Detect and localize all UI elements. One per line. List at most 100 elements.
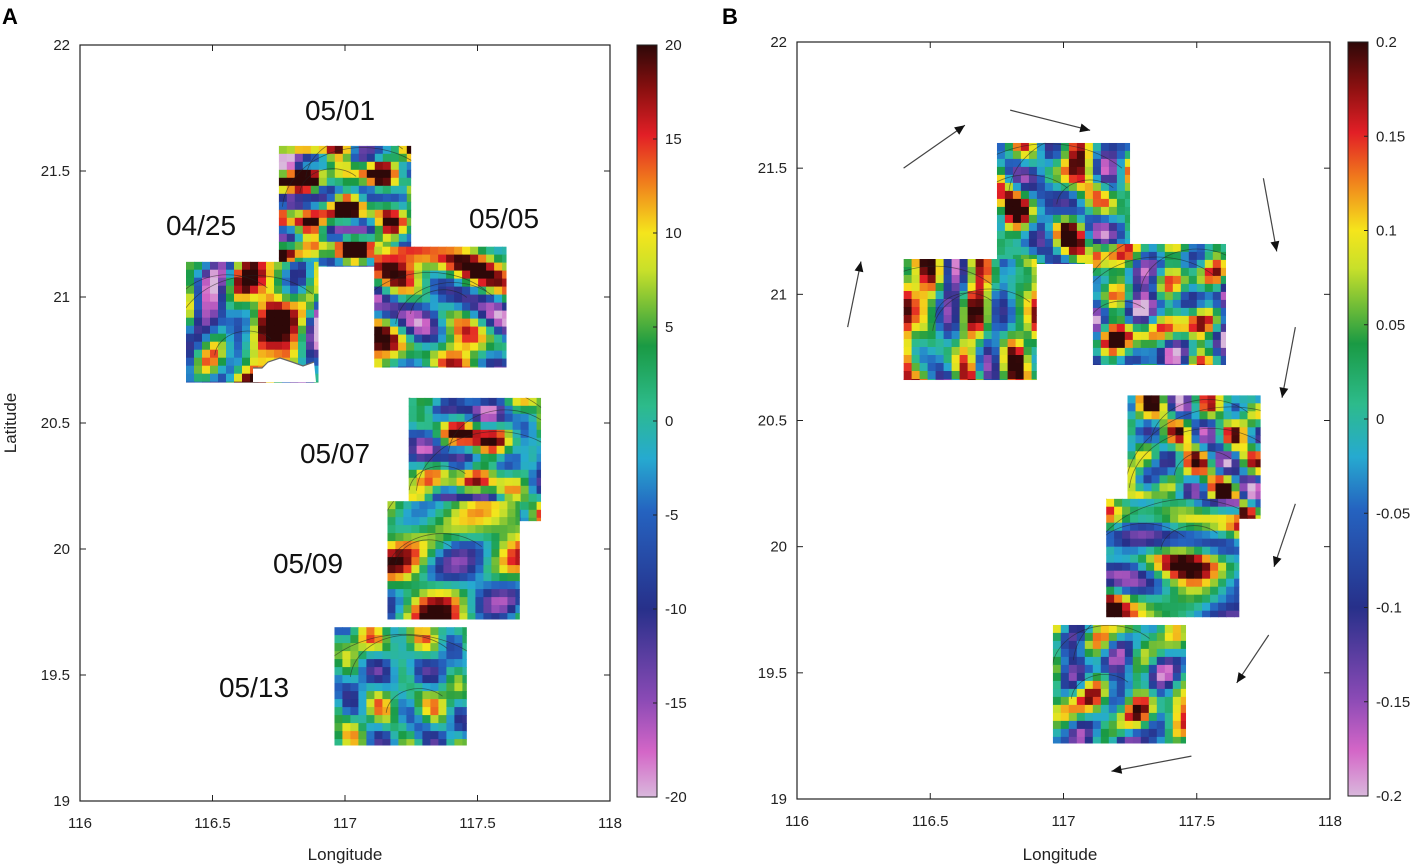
heatmap-cell	[1143, 467, 1153, 476]
heatmap-cell	[1114, 602, 1123, 612]
heatmap-cell	[1127, 491, 1137, 500]
heatmap-cell	[1148, 331, 1158, 341]
heatmap-cell	[1183, 491, 1193, 500]
heatmap-cell	[395, 541, 404, 550]
heatmap-cell	[1031, 283, 1037, 292]
heatmap-cell	[935, 315, 945, 324]
heatmap-cell	[1036, 142, 1046, 152]
heatmap-cell	[1220, 331, 1227, 341]
heatmap-cell	[1108, 624, 1118, 634]
heatmap-cell	[414, 278, 423, 288]
heatmap-cell	[398, 201, 408, 211]
heatmap-cell	[1124, 307, 1134, 317]
heatmap-cell	[438, 715, 447, 724]
heatmap-cell	[310, 169, 320, 179]
heatmap-cell	[959, 259, 969, 268]
heatmap-cell	[382, 241, 392, 251]
heatmap-cell	[459, 573, 468, 582]
heatmap-cell	[411, 597, 420, 606]
heatmap-cell	[387, 565, 396, 574]
heatmap-cell	[382, 699, 391, 708]
heatmap-cell	[927, 379, 937, 381]
heatmap-cell	[536, 405, 542, 415]
heatmap-cell	[943, 347, 953, 356]
heatmap-cell	[1194, 570, 1203, 580]
heatmap-cell	[1194, 586, 1203, 596]
heatmap-cell	[502, 342, 507, 352]
heatmap-cell	[1140, 363, 1150, 365]
heatmap-cell	[1196, 299, 1206, 309]
heatmap-cell	[1188, 307, 1198, 317]
heatmap-cell	[1186, 530, 1195, 540]
heatmap-cell	[1116, 283, 1126, 293]
heatmap-cell	[1130, 514, 1139, 524]
heatmap-cell	[310, 225, 320, 235]
heatmap-cell	[1148, 720, 1158, 730]
heatmap-patch	[996, 142, 1131, 264]
heatmap-cell	[446, 731, 455, 740]
heatmap-cell	[226, 309, 235, 319]
heatmap-cell	[1218, 570, 1227, 580]
heatmap-cell	[366, 739, 375, 746]
heatmap-cell	[1218, 594, 1227, 604]
heatmap-cell	[475, 533, 484, 542]
heatmap-cell	[1196, 339, 1206, 349]
heatmap-cell	[507, 573, 516, 582]
heatmap-cell	[350, 145, 360, 155]
heatmap-cell	[226, 293, 235, 303]
heatmap-cell	[1154, 506, 1163, 516]
heatmap-cell	[1183, 419, 1193, 428]
heatmap-cell	[1172, 307, 1182, 317]
heatmap-cell	[427, 573, 436, 582]
heatmap-cell	[520, 501, 530, 511]
heatmap-cell	[1076, 222, 1086, 232]
heatmap-cell	[1186, 498, 1195, 508]
heatmap-cell	[382, 731, 391, 740]
heatmap-cell	[194, 261, 203, 271]
heatmap-cell	[991, 323, 1001, 332]
heatmap-cell	[462, 739, 467, 746]
heatmap-cell	[358, 731, 367, 740]
heatmap-cell	[435, 549, 444, 558]
heatmap-cell	[1124, 632, 1134, 642]
heatmap-cell	[1092, 363, 1102, 365]
heatmap-cell	[488, 445, 498, 455]
heatmap-cell	[911, 323, 921, 332]
heatmap-cell	[210, 333, 219, 343]
heatmap-cell	[951, 355, 961, 364]
heatmap-cell	[943, 291, 953, 300]
heatmap-cell	[430, 731, 439, 740]
heatmap-cell	[390, 659, 399, 668]
heatmap-cell	[1164, 672, 1174, 682]
heatmap-cell	[1031, 339, 1037, 348]
heatmap-cell	[1175, 459, 1185, 468]
heatmap-cell	[350, 635, 359, 644]
heatmap-cell	[398, 246, 407, 256]
heatmap-cell	[454, 739, 463, 746]
panel-a-coastline	[253, 357, 315, 369]
heatmap-cell	[967, 347, 977, 356]
heatmap-cell	[454, 667, 463, 676]
heatmap-cell	[278, 233, 288, 243]
heatmap-cell	[302, 209, 312, 219]
heatmap-cell	[507, 565, 516, 574]
heatmap-cell	[1004, 190, 1014, 200]
heatmap-cell	[1092, 347, 1102, 357]
heatmap-cell	[927, 363, 937, 372]
heatmap-cell	[290, 381, 299, 383]
heatmap-cell	[1036, 166, 1046, 176]
heatmap-cell	[1124, 696, 1134, 706]
heatmap-cell	[186, 261, 195, 271]
heatmap-cell	[390, 302, 399, 312]
panel-a-letter: A	[2, 4, 18, 29]
heatmap-cell	[342, 651, 351, 660]
heatmap-cell	[1015, 267, 1025, 276]
heatmap-cell	[1239, 451, 1249, 460]
heatmap-cell	[1170, 610, 1179, 618]
heatmap-cell	[416, 437, 426, 447]
heatmap-cell	[358, 145, 368, 155]
heatmap-cell	[306, 269, 315, 279]
heatmap-cell	[451, 589, 460, 598]
heatmap-cell	[951, 267, 961, 276]
heatmap-cell	[919, 315, 929, 324]
